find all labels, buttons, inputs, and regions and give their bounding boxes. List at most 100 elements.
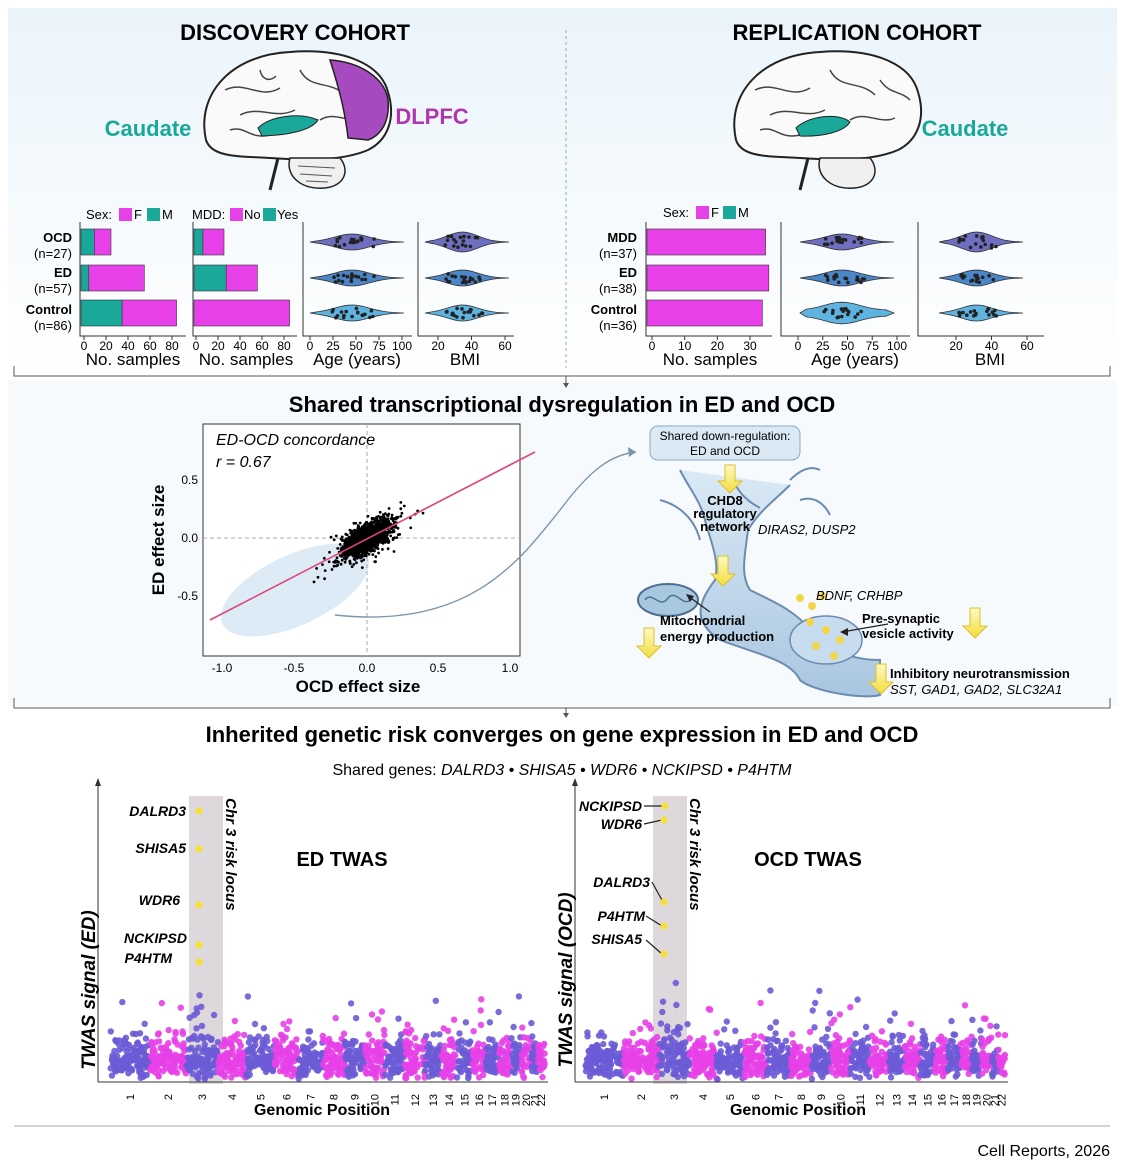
manhattan-point: [141, 1020, 148, 1027]
manhattan-point: [246, 1055, 253, 1062]
manhattan-point: [251, 1020, 259, 1028]
chromosome-label: 11: [390, 1094, 402, 1105]
discovery-mdd-bar-chart: [193, 228, 290, 327]
disc-age-violin-0-pt: [342, 242, 347, 247]
scatter-point: [354, 529, 357, 533]
shared-genes-list: DALRD3 • SHISA5 • WDR6 • NCKIPSD • P4HTM: [441, 762, 792, 779]
manhattan-point: [408, 1060, 415, 1067]
scatter-point: [352, 532, 356, 536]
ed-gene-wdr6: WDR6: [139, 892, 180, 908]
scatter-point: [374, 560, 377, 564]
r-annotation: r = 0.67: [216, 454, 272, 471]
disc-bmi-tick: 40: [465, 339, 479, 353]
svg-text:-0.5: -0.5: [284, 661, 305, 675]
manhattan-point: [911, 1043, 918, 1051]
replication-title: REPLICATION COHORT: [733, 20, 982, 45]
manhattan-point: [886, 1048, 894, 1055]
manhattan-point: [489, 1036, 496, 1044]
manhattan-point: [679, 1067, 687, 1074]
bar-mdd_no-1: [225, 264, 258, 292]
manhattan-point: [946, 1053, 953, 1060]
manhattan-point: [158, 1044, 165, 1052]
manhattan-point: [486, 1019, 494, 1026]
rep-age-violin-0-pt: [822, 242, 827, 247]
manhattan-point: [519, 1051, 527, 1058]
manhattan-point: [386, 1056, 393, 1063]
scatter-point: [382, 523, 386, 527]
rep-bmi-violin-1-pt: [980, 275, 985, 280]
chromosome-label: 12: [410, 1094, 422, 1106]
svg-text:Inhibitory neurotransmission: Inhibitory neurotransmission: [890, 666, 1070, 681]
disc-bmi-violin-1-pt: [460, 280, 465, 285]
scatter-point: [332, 538, 336, 542]
disc-age-violin-0-pt: [333, 243, 338, 248]
rep-age-violin-0-pt: [830, 241, 834, 245]
svg-text:M: M: [162, 207, 173, 222]
manhattan-point: [423, 1061, 430, 1069]
svg-text:vesicle activity: vesicle activity: [862, 626, 955, 641]
manhattan-point: [686, 1035, 693, 1042]
scatter-point: [360, 559, 364, 563]
bar-mdd_yes-1: [193, 264, 227, 292]
manhattan-point: [322, 1071, 330, 1079]
manhattan-point: [790, 1040, 797, 1047]
manhattan-point: [743, 1058, 751, 1066]
manhattan-point: [403, 1037, 410, 1044]
scatter-point: [371, 553, 375, 556]
manhattan-point: [243, 1071, 250, 1078]
manhattan-point: [721, 1061, 728, 1068]
manhattan-point: [436, 1031, 443, 1038]
manhattan-point: [826, 1010, 833, 1017]
manhattan-point: [771, 1059, 778, 1066]
manhattan-point: [150, 1055, 157, 1062]
manhattan-point: [744, 1037, 752, 1045]
scatter-point: [340, 555, 344, 558]
disc-bmi-violin-2-pt: [444, 310, 449, 314]
manhattan-point: [957, 1041, 964, 1048]
scatter-point: [356, 529, 360, 533]
scatter-point: [359, 545, 362, 549]
manhattan-point: [327, 1040, 334, 1048]
manhattan-point: [721, 1026, 728, 1033]
manhattan-point: [406, 1069, 413, 1076]
manhattan-point: [539, 1073, 546, 1081]
manhattan-point: [925, 1060, 933, 1067]
scatter-point: [362, 558, 366, 562]
disc-mdd-tick: 0: [193, 339, 200, 353]
manhattan-point: [112, 1037, 120, 1045]
manhattan-point: [155, 1038, 163, 1045]
manhattan-point: [778, 1046, 785, 1054]
manhattan-point: [229, 1044, 236, 1051]
disc-bmi-violin-0-pt: [443, 243, 448, 247]
manhattan-point: [587, 1058, 594, 1065]
rep-bmi-tick: 60: [1020, 339, 1034, 353]
scatter-point: [368, 538, 371, 542]
manhattan-point: [170, 1052, 177, 1060]
manhattan-point: [519, 1058, 526, 1066]
disc-sex-tick: 80: [165, 339, 179, 353]
manhattan-point: [609, 1070, 617, 1078]
manhattan-point: [352, 1038, 359, 1045]
rep-age-tick: 50: [841, 339, 855, 353]
scatter-point: [355, 561, 358, 565]
manhattan-point: [938, 1033, 945, 1040]
manhattan-point: [730, 1044, 737, 1051]
manhattan-point: [907, 1068, 914, 1076]
manhattan-point: [606, 1060, 613, 1067]
manhattan-point: [203, 1059, 210, 1067]
manhattan-point: [889, 1033, 896, 1040]
manhattan-point: [664, 1027, 671, 1034]
scatter-point: [330, 568, 334, 571]
manhattan-point: [713, 1029, 720, 1036]
scatter-point: [381, 548, 384, 551]
scatter-point: [348, 560, 352, 564]
manhattan-point: [995, 1055, 1002, 1062]
scatter-point: [371, 538, 374, 542]
rep-bmi-violin-0-pt: [983, 242, 987, 247]
manhattan-point: [368, 1011, 376, 1018]
disc-bmi-violin-1-pt: [453, 274, 458, 279]
manhattan-point: [511, 1058, 518, 1065]
manhattan-point: [196, 992, 203, 999]
manhattan-point: [112, 1068, 120, 1075]
scatter-point: [343, 554, 347, 557]
